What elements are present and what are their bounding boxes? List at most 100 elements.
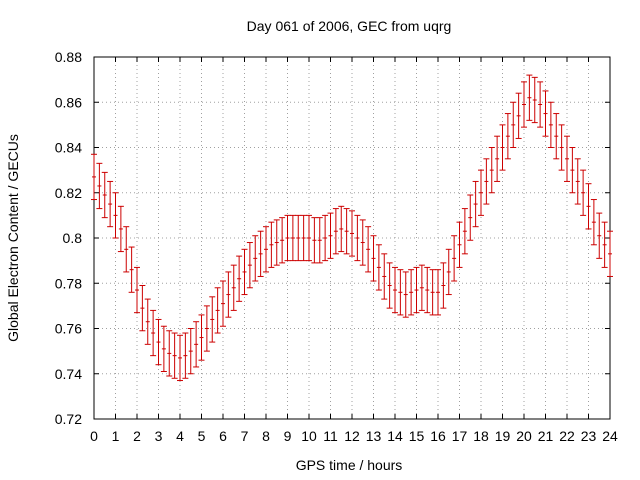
data-point [601, 221, 608, 268]
data-point [585, 183, 592, 230]
data-point [338, 205, 345, 253]
data-point [198, 314, 205, 361]
data-point [96, 162, 103, 210]
data-point [596, 212, 603, 259]
data-point [424, 266, 431, 314]
x-tick-label: 12 [344, 428, 360, 444]
data-point [494, 135, 501, 182]
y-tick-label: 0.72 [55, 411, 82, 427]
data-point [209, 296, 216, 343]
data-point [537, 81, 544, 128]
x-tick-label: 10 [301, 428, 317, 444]
data-point [252, 235, 259, 282]
data-point [569, 147, 576, 194]
data-point [354, 214, 361, 262]
data-point [236, 255, 243, 302]
x-tick-label: 13 [366, 428, 382, 444]
data-point [574, 158, 581, 205]
data-point [322, 214, 329, 262]
data-point [284, 214, 291, 262]
data-point [381, 253, 388, 300]
data-point [515, 92, 522, 139]
data-point [472, 180, 479, 228]
x-tick-label: 23 [581, 428, 597, 444]
data-point [187, 328, 194, 375]
data-point [306, 214, 312, 262]
y-tick-label: 0.76 [55, 321, 82, 337]
data-point [526, 74, 533, 121]
data-point [225, 271, 232, 318]
data-point [107, 180, 114, 228]
x-tick-label: 5 [198, 428, 206, 444]
axis-ticks: 0 1 2 3 4 5 6 7 8 9 10 11 12 13 14 15 16 17 18 19 20 21 22 23 24… [55, 49, 618, 444]
data-point [117, 205, 124, 253]
data-point [155, 318, 162, 366]
x-tick-label: 15 [409, 428, 425, 444]
data-point [246, 242, 253, 289]
data-point [445, 248, 452, 296]
data-point [456, 221, 463, 268]
data-point [359, 219, 366, 266]
data-point [402, 271, 409, 318]
y-tick-label: 0.82 [55, 185, 82, 201]
x-tick-label: 4 [176, 428, 184, 444]
data-point [144, 298, 151, 345]
data-point [542, 90, 549, 137]
data-point [268, 221, 275, 268]
data-point [531, 76, 538, 124]
data-point [241, 248, 248, 296]
data-point [370, 235, 377, 282]
data-point [553, 113, 560, 160]
data-point [392, 266, 398, 314]
x-tick-label: 8 [262, 428, 270, 444]
x-tick-label: 11 [323, 428, 338, 444]
data-point [397, 269, 404, 316]
data-point [171, 332, 178, 379]
data-point [375, 244, 382, 291]
x-axis-label: GPS time / hours [296, 457, 403, 473]
data-point [413, 266, 420, 314]
data-point [429, 269, 436, 316]
data-point [182, 332, 189, 379]
x-tick-label: 19 [495, 428, 511, 444]
data-point [386, 262, 393, 309]
data-point [408, 269, 415, 316]
x-tick-label: 1 [112, 428, 120, 444]
data-point [300, 214, 307, 262]
data-point [203, 305, 210, 352]
data-point [134, 266, 140, 314]
y-axis-label: Global Electron Content / GECUs [5, 134, 21, 342]
x-tick-label: 3 [155, 428, 163, 444]
y-tick-label: 0.74 [55, 366, 82, 382]
y-tick-label: 0.8 [63, 230, 83, 246]
data-point [311, 217, 318, 264]
data-point [349, 210, 355, 257]
x-tick-label: 20 [516, 428, 532, 444]
chart-title: Day 061 of 2006, GEC from uqrg [247, 18, 452, 34]
x-tick-label: 21 [538, 428, 554, 444]
data-point [273, 219, 280, 266]
data-point [101, 171, 108, 219]
data-point [214, 287, 221, 334]
data-point [451, 235, 458, 282]
data-point [112, 192, 119, 239]
data-point [279, 217, 286, 264]
x-tick-label: 0 [90, 428, 98, 444]
y-tick-label: 0.84 [55, 140, 82, 156]
data-point [564, 135, 570, 182]
x-tick-label: 2 [133, 428, 141, 444]
data-point [365, 226, 372, 273]
data-point [343, 208, 350, 255]
data-point [289, 214, 296, 262]
x-tick-label: 18 [473, 428, 489, 444]
data-point [123, 226, 130, 273]
data-point [177, 334, 183, 382]
data-point [160, 325, 167, 372]
x-tick-label: 16 [430, 428, 446, 444]
data-point [230, 264, 237, 311]
data-point [193, 321, 200, 368]
x-tick-label: 24 [602, 428, 618, 444]
data-point [510, 101, 517, 148]
data-point [150, 309, 157, 357]
